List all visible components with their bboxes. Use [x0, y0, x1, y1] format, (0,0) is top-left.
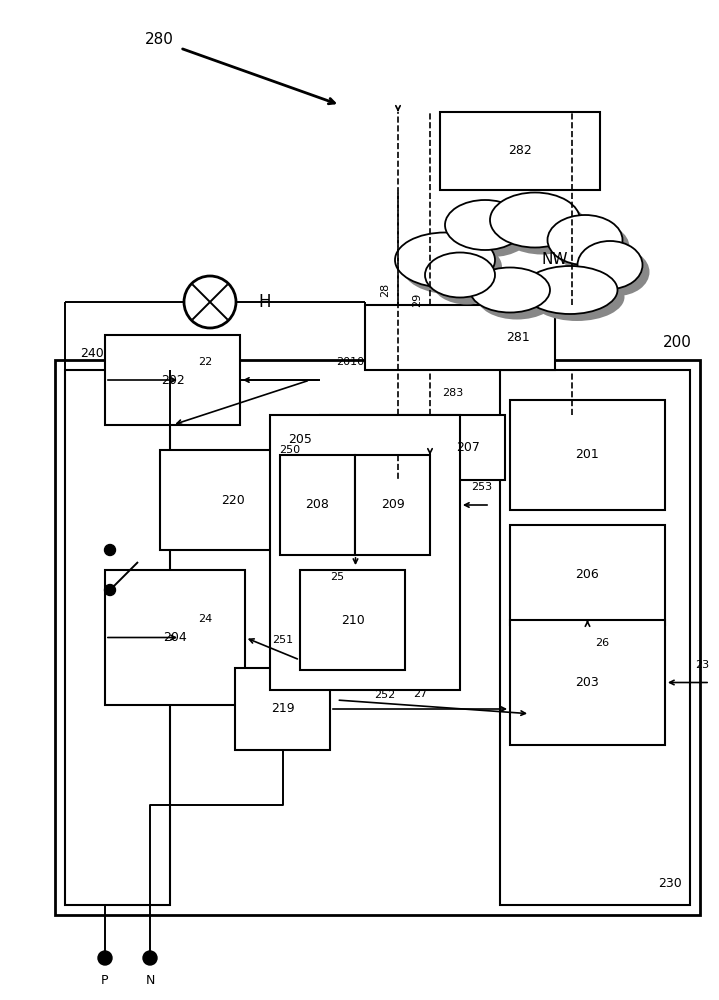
Ellipse shape [425, 252, 495, 298]
Text: 24: 24 [198, 614, 212, 624]
Text: 27: 27 [413, 689, 427, 699]
Text: 21: 21 [584, 288, 594, 302]
Bar [355, 455, 430, 555]
Text: P: P [101, 974, 109, 986]
Bar [365, 305, 555, 370]
Bar [440, 112, 600, 190]
Bar [270, 415, 460, 690]
Bar [105, 570, 245, 705]
Text: 253: 253 [472, 482, 493, 492]
Ellipse shape [470, 267, 550, 312]
Ellipse shape [529, 273, 625, 321]
Bar [300, 570, 405, 670]
Text: NW: NW [541, 252, 568, 267]
Circle shape [104, 584, 116, 596]
Ellipse shape [554, 222, 630, 272]
Text: 251: 251 [272, 635, 293, 645]
Bar [320, 415, 505, 480]
Text: 209: 209 [380, 498, 404, 512]
Ellipse shape [402, 239, 502, 294]
Text: H: H [258, 293, 270, 311]
Ellipse shape [477, 274, 557, 320]
Bar [280, 455, 355, 555]
Bar [65, 370, 170, 905]
Text: 240: 240 [80, 347, 104, 360]
Text: 23: 23 [695, 660, 709, 670]
Text: 207: 207 [456, 441, 480, 454]
Ellipse shape [490, 192, 580, 247]
Ellipse shape [432, 259, 502, 304]
Ellipse shape [547, 215, 623, 265]
Text: 2010: 2010 [336, 357, 364, 367]
Text: 201: 201 [576, 448, 600, 462]
Bar [55, 360, 700, 915]
Bar [160, 450, 305, 550]
Text: 208: 208 [306, 498, 329, 512]
Text: 250: 250 [280, 445, 301, 455]
Bar [510, 620, 665, 745]
Text: 204: 204 [163, 631, 187, 644]
Ellipse shape [445, 200, 525, 250]
Text: 202: 202 [160, 373, 184, 386]
Ellipse shape [497, 200, 587, 254]
Bar [500, 370, 690, 905]
Circle shape [104, 544, 116, 556]
Text: 220: 220 [221, 493, 244, 506]
Ellipse shape [577, 241, 643, 289]
Text: 26: 26 [595, 638, 610, 648]
Text: 283: 283 [442, 387, 463, 397]
Text: 280: 280 [145, 32, 174, 47]
Text: 205: 205 [288, 433, 312, 446]
Text: 29: 29 [412, 293, 422, 307]
Circle shape [98, 951, 112, 965]
Text: 282: 282 [508, 144, 532, 157]
Text: 252: 252 [375, 690, 395, 700]
Circle shape [184, 276, 236, 328]
Circle shape [143, 951, 157, 965]
Ellipse shape [585, 248, 649, 296]
Text: 22: 22 [198, 357, 212, 367]
Bar [510, 400, 665, 510]
Text: N: N [145, 974, 155, 986]
Text: 219: 219 [270, 702, 294, 716]
Ellipse shape [523, 266, 618, 314]
Text: 25: 25 [331, 572, 344, 582]
Text: 203: 203 [576, 676, 600, 689]
Text: 281: 281 [506, 331, 530, 344]
Bar [510, 525, 665, 625]
Text: 230: 230 [659, 877, 682, 890]
Text: 210: 210 [341, 613, 365, 626]
Ellipse shape [452, 207, 532, 257]
Ellipse shape [395, 232, 495, 288]
Text: 200: 200 [663, 335, 692, 350]
Text: 206: 206 [576, 568, 600, 582]
Bar [105, 335, 240, 425]
Bar [235, 668, 330, 750]
Text: 28: 28 [380, 283, 390, 297]
